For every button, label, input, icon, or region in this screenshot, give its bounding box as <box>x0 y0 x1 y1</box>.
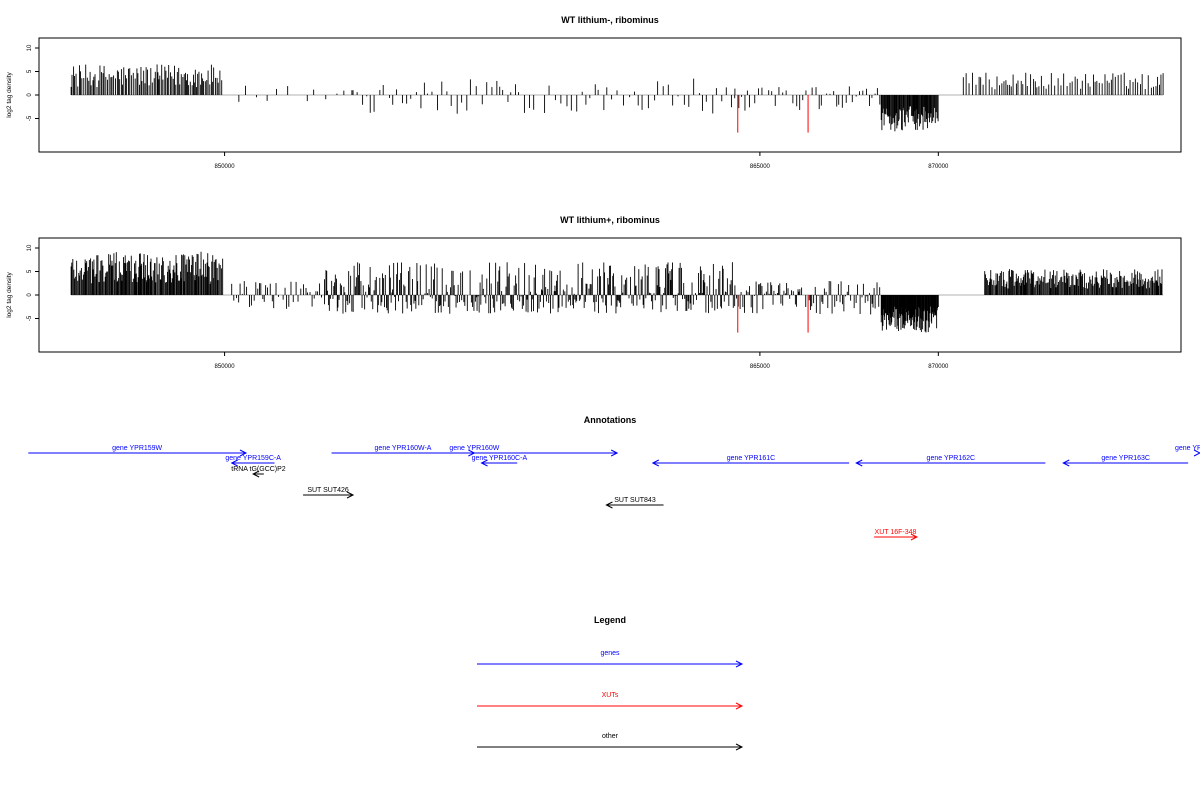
annotation-feature: gene YPR162C <box>855 455 1046 467</box>
y-tick-label: 10 <box>27 244 33 251</box>
legend-title: Legend <box>594 615 626 625</box>
bar-series <box>70 64 1164 133</box>
axes: -5 0 5 10 850000 865000 870000 <box>27 44 949 170</box>
feature-label: gene YPR160W-A <box>375 445 432 452</box>
annotation-feature: tRNA tG(GCC)P2 <box>231 466 286 478</box>
feature-arrowhead <box>1062 459 1070 467</box>
legend-label: XUTs <box>602 692 619 699</box>
annotation-feature: gene YPR159W <box>28 445 248 457</box>
legend-entries: genes XUTs other <box>477 650 744 751</box>
x-tick-label: 870000 <box>928 164 949 170</box>
y-tick-label: 5 <box>27 269 33 273</box>
feature-label: XUT 16F-348 <box>875 529 917 536</box>
x-tick-label: 865000 <box>750 364 771 370</box>
y-tick-label: 10 <box>27 44 33 51</box>
legend-entry: genes <box>477 650 744 668</box>
annotation-feature: XUT 16F-348 <box>874 529 919 541</box>
y-axis-label: log2 tag density <box>6 271 13 317</box>
annotation-feature: gene YPR164W <box>1175 445 1200 457</box>
feature-arrowhead <box>1193 449 1200 457</box>
feature-arrowhead <box>252 470 260 478</box>
feature-arrowhead <box>610 449 619 457</box>
feature-label: gene YPR161C <box>727 455 776 462</box>
legend-arrowhead <box>735 702 744 710</box>
feature-label: gene YPR160W <box>449 445 499 452</box>
panel-title: WT lithium+, ribominus <box>560 215 660 225</box>
legend-label: genes <box>600 650 620 657</box>
annotation-feature: gene YPR159C-A <box>225 455 281 467</box>
axes: -5 0 5 10 850000 865000 870000 <box>27 244 949 370</box>
x-tick-label: 870000 <box>928 364 949 370</box>
annotation-features: gene YPR159W gene YPR159C-A tRNA tG(GCC)P2… <box>28 445 1200 541</box>
feature-label: gene YPR159C-A <box>225 455 281 462</box>
y-tick-label: 0 <box>27 93 33 97</box>
annotation-feature: gene YPR161C <box>651 455 850 467</box>
bar-series <box>70 251 1164 333</box>
legend-entry: XUTs <box>477 692 744 710</box>
annotation-feature: SUT SUT426 <box>303 487 355 499</box>
y-tick-label: 0 <box>27 293 33 297</box>
feature-label: gene YPR164W <box>1175 445 1200 452</box>
x-tick-label: 850000 <box>215 364 236 370</box>
feature-label: gene YPR162C <box>927 455 976 462</box>
legend-panel: Legend genes XUTs other <box>477 615 744 751</box>
legend-arrowhead <box>735 660 744 668</box>
feature-arrowhead <box>230 459 238 467</box>
feature-arrowhead <box>346 491 355 499</box>
feature-arrowhead <box>480 459 488 467</box>
x-tick-label: 865000 <box>750 164 771 170</box>
y-tick-label: 5 <box>27 69 33 73</box>
feature-arrowhead <box>605 501 613 509</box>
annotation-feature: gene YPR163C <box>1062 455 1189 467</box>
y-axis-label: log2 tag density <box>6 71 13 117</box>
y-tick-label: -5 <box>27 315 33 321</box>
feature-label: gene YPR160C-A <box>472 455 528 462</box>
annotation-feature: gene YPR160W <box>331 445 619 457</box>
annotation-feature: SUT SUT843 <box>605 497 664 509</box>
legend-entry: other <box>477 733 744 751</box>
feature-label: gene YPR159W <box>112 445 162 452</box>
annotations-panel: Annotations gene YPR159W gene YPR159C-A tR… <box>28 415 1200 541</box>
panel-title: WT lithium-, ribominus <box>561 15 659 25</box>
annotation-feature: gene YPR160C-A <box>472 455 528 467</box>
y-tick-label: -5 <box>27 115 33 121</box>
legend-label: other <box>602 733 619 740</box>
feature-arrowhead <box>239 449 248 457</box>
feature-arrowhead <box>651 459 660 467</box>
panel-lithium-minus: WT lithium-, ribominus log2 tag density … <box>6 15 1182 170</box>
feature-label: gene YPR163C <box>1101 455 1150 462</box>
feature-label: SUT SUT426 <box>307 487 349 494</box>
feature-arrowhead <box>910 533 919 541</box>
feature-label: tRNA tG(GCC)P2 <box>231 466 286 473</box>
feature-label: SUT SUT843 <box>614 497 656 504</box>
legend-arrowhead <box>735 743 744 751</box>
annotations-title: Annotations <box>584 415 637 425</box>
feature-arrowhead <box>855 459 863 467</box>
x-tick-label: 850000 <box>215 164 236 170</box>
panel-lithium-plus: WT lithium+, ribominus log2 tag density … <box>6 215 1182 370</box>
